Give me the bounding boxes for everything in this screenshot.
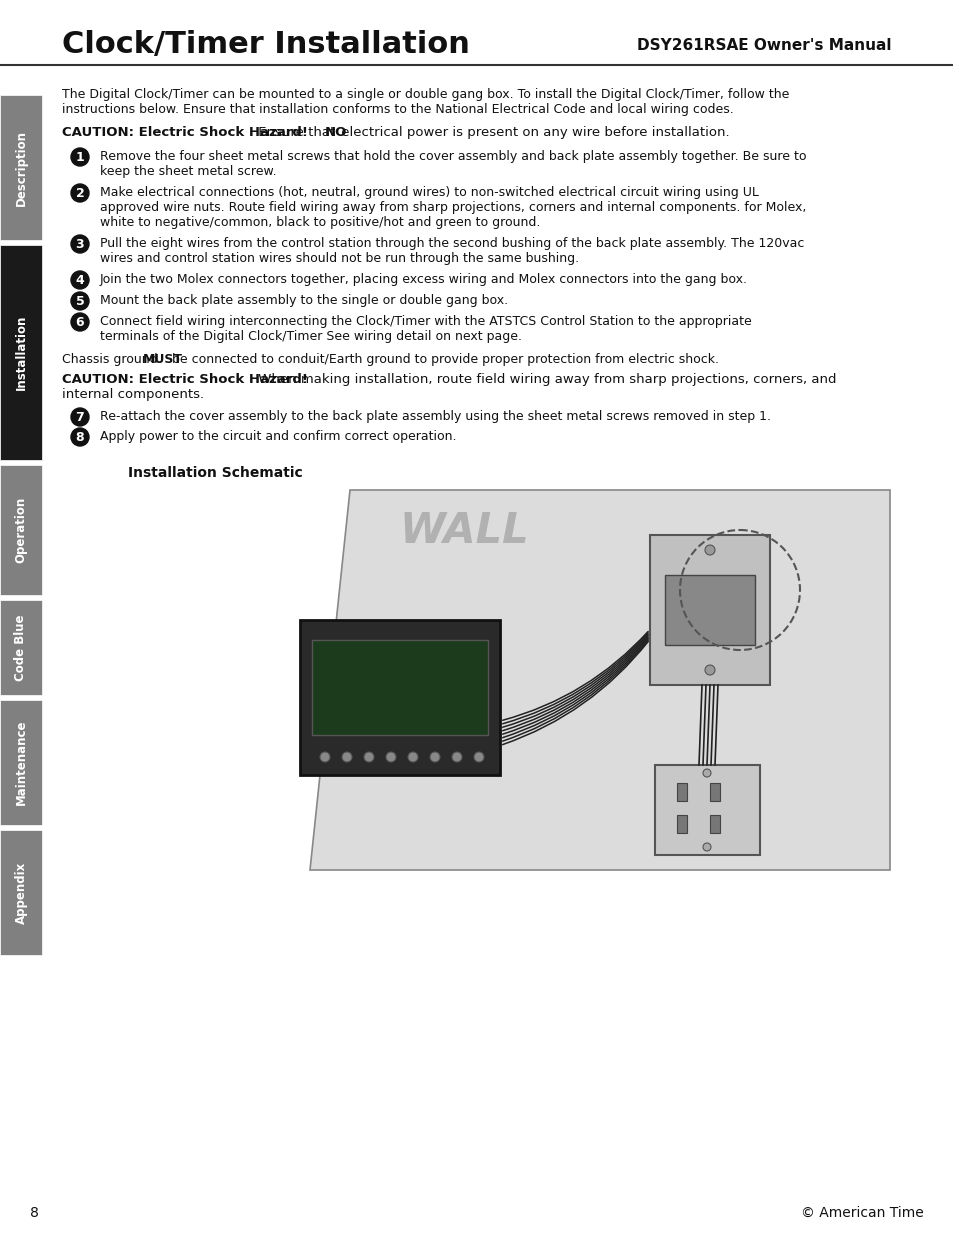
- Text: Clock/Timer Installation: Clock/Timer Installation: [62, 31, 470, 59]
- Text: terminals of the Digital Clock/Timer See wiring detail on next page.: terminals of the Digital Clock/Timer See…: [100, 330, 521, 343]
- Circle shape: [704, 664, 714, 676]
- Text: Re-attach the cover assembly to the back plate assembly using the sheet metal sc: Re-attach the cover assembly to the back…: [100, 410, 770, 424]
- Text: CAUTION: Electric Shock Hazard!: CAUTION: Electric Shock Hazard!: [62, 126, 308, 140]
- FancyBboxPatch shape: [0, 600, 42, 695]
- Text: Connect field wiring interconnecting the Clock/Timer with the ATSTCS Control Sta: Connect field wiring interconnecting the…: [100, 315, 751, 329]
- FancyBboxPatch shape: [312, 640, 488, 735]
- FancyBboxPatch shape: [0, 830, 42, 955]
- Text: white to negative/common, black to positive/hot and green to ground.: white to negative/common, black to posit…: [100, 216, 539, 228]
- Circle shape: [341, 752, 352, 762]
- FancyBboxPatch shape: [0, 700, 42, 825]
- Circle shape: [452, 752, 461, 762]
- Text: Mount the back plate assembly to the single or double gang box.: Mount the back plate assembly to the sin…: [100, 294, 508, 308]
- Circle shape: [71, 291, 89, 310]
- FancyBboxPatch shape: [677, 783, 686, 802]
- Text: 7: 7: [75, 411, 84, 424]
- Circle shape: [364, 752, 374, 762]
- Text: Make electrical connections (hot, neutral, ground wires) to non-switched electri: Make electrical connections (hot, neutra…: [100, 186, 758, 199]
- Circle shape: [71, 429, 89, 446]
- Circle shape: [71, 270, 89, 289]
- Text: Code Blue: Code Blue: [14, 614, 28, 680]
- Text: CAUTION: Electric Shock Hazard!: CAUTION: Electric Shock Hazard!: [62, 373, 308, 387]
- Circle shape: [71, 184, 89, 203]
- FancyBboxPatch shape: [664, 576, 754, 645]
- Text: The Digital Clock/Timer can be mounted to a single or double gang box. To instal: The Digital Clock/Timer can be mounted t…: [62, 88, 788, 101]
- Text: WALL: WALL: [399, 510, 529, 552]
- Text: Apply power to the circuit and confirm correct operation.: Apply power to the circuit and confirm c…: [100, 430, 456, 443]
- Circle shape: [71, 148, 89, 165]
- Text: Installation Schematic: Installation Schematic: [128, 466, 302, 480]
- Text: 1: 1: [75, 151, 84, 164]
- Circle shape: [408, 752, 417, 762]
- FancyBboxPatch shape: [709, 783, 720, 802]
- Text: Installation: Installation: [14, 315, 28, 390]
- Text: keep the sheet metal screw.: keep the sheet metal screw.: [100, 165, 276, 178]
- FancyBboxPatch shape: [655, 764, 760, 855]
- FancyBboxPatch shape: [299, 620, 499, 776]
- FancyBboxPatch shape: [0, 245, 42, 459]
- Circle shape: [430, 752, 439, 762]
- Text: NO: NO: [324, 126, 346, 140]
- FancyBboxPatch shape: [0, 466, 42, 595]
- Circle shape: [702, 769, 710, 777]
- Text: DSY261RSAE Owner's Manual: DSY261RSAE Owner's Manual: [637, 37, 891, 53]
- Text: Chassis ground: Chassis ground: [62, 353, 161, 366]
- Text: 4: 4: [75, 274, 84, 287]
- FancyBboxPatch shape: [709, 815, 720, 832]
- Text: 6: 6: [75, 316, 84, 329]
- Circle shape: [71, 408, 89, 426]
- Circle shape: [71, 235, 89, 253]
- Polygon shape: [310, 490, 889, 869]
- Text: MUST: MUST: [143, 353, 183, 366]
- Text: Maintenance: Maintenance: [14, 720, 28, 805]
- FancyBboxPatch shape: [0, 95, 42, 240]
- Circle shape: [71, 312, 89, 331]
- Circle shape: [702, 844, 710, 851]
- Text: 8: 8: [75, 431, 84, 445]
- Circle shape: [474, 752, 483, 762]
- Text: © American Time: © American Time: [801, 1207, 923, 1220]
- Text: Remove the four sheet metal screws that hold the cover assembly and back plate a: Remove the four sheet metal screws that …: [100, 149, 805, 163]
- Circle shape: [704, 545, 714, 555]
- Text: 8: 8: [30, 1207, 39, 1220]
- FancyBboxPatch shape: [649, 535, 769, 685]
- Text: internal components.: internal components.: [62, 388, 204, 401]
- Text: Ensure that: Ensure that: [253, 126, 339, 140]
- Text: instructions below. Ensure that installation conforms to the National Electrical: instructions below. Ensure that installa…: [62, 103, 733, 116]
- Text: electrical power is present on any wire before installation.: electrical power is present on any wire …: [336, 126, 729, 140]
- Text: Pull the eight wires from the control station through the second bushing of the : Pull the eight wires from the control st…: [100, 237, 803, 249]
- Text: Operation: Operation: [14, 496, 28, 563]
- Circle shape: [386, 752, 395, 762]
- Text: When making installation, route field wiring away from sharp projections, corner: When making installation, route field wi…: [253, 373, 836, 387]
- Text: Join the two Molex connectors together, placing excess wiring and Molex connecto: Join the two Molex connectors together, …: [100, 273, 747, 287]
- Circle shape: [319, 752, 330, 762]
- Text: wires and control station wires should not be run through the same bushing.: wires and control station wires should n…: [100, 252, 578, 266]
- Text: 5: 5: [75, 295, 84, 308]
- Text: Appendix: Appendix: [14, 861, 28, 924]
- Text: 2: 2: [75, 186, 84, 200]
- Text: be connected to conduit/Earth ground to provide proper protection from electric : be connected to conduit/Earth ground to …: [168, 353, 718, 366]
- Text: approved wire nuts. Route field wiring away from sharp projections, corners and : approved wire nuts. Route field wiring a…: [100, 201, 805, 214]
- FancyBboxPatch shape: [677, 815, 686, 832]
- Text: 3: 3: [75, 238, 84, 251]
- Text: Description: Description: [14, 130, 28, 205]
